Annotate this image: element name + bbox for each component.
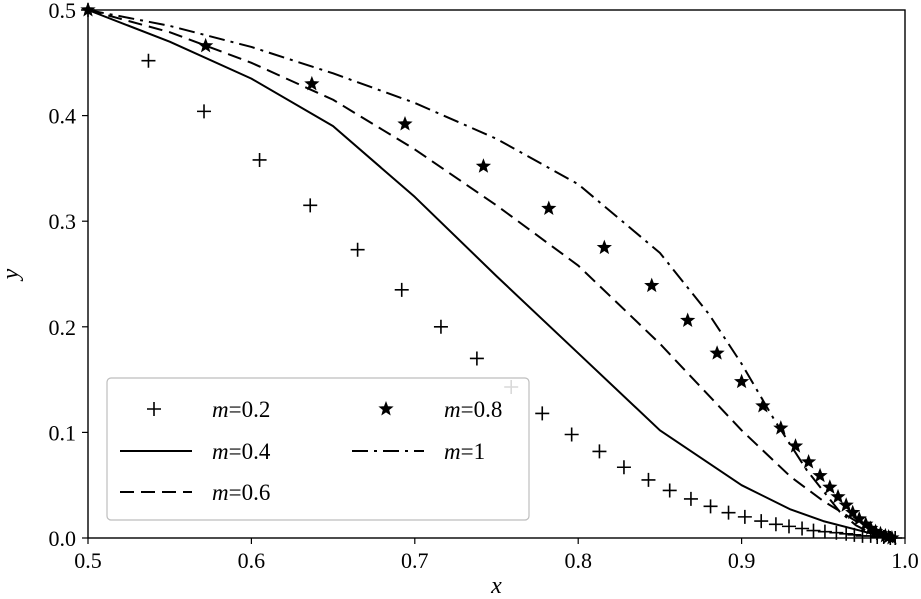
plus-marker [795, 521, 810, 536]
y-axis-label: y [0, 268, 24, 281]
plus-marker [141, 53, 156, 68]
star-marker [867, 523, 884, 539]
star-marker [787, 438, 804, 453]
star-marker [304, 75, 320, 91]
star-marker [845, 504, 861, 520]
plus-marker [394, 282, 409, 297]
plus-marker [433, 319, 448, 334]
star-marker [858, 516, 874, 531]
x-tick-label: 0.7 [401, 548, 429, 573]
star-marker [851, 510, 867, 526]
star-marker [830, 488, 846, 504]
legend-box [106, 377, 530, 521]
series-5 [87, 9, 897, 539]
x-tick-label: 1.0 [891, 548, 919, 573]
series-layer [80, 2, 903, 545]
star-marker [198, 37, 214, 53]
legend-label: m=1 [444, 439, 485, 464]
plus-marker [768, 517, 783, 532]
star-marker [800, 453, 817, 469]
plus-marker [817, 524, 832, 539]
plus-marker [303, 198, 318, 213]
plus-marker [683, 491, 698, 506]
plus-marker [721, 505, 736, 520]
legend-label: m=0.2 [212, 397, 270, 422]
plus-marker [806, 523, 821, 538]
star-marker [709, 345, 725, 360]
plus-marker [662, 483, 677, 498]
plus-marker [535, 406, 550, 421]
star-marker [773, 420, 789, 435]
star-marker [644, 277, 660, 293]
x-tick-label: 0.9 [728, 548, 756, 573]
ticks-layer: 0.5 0.6 0.7 0.8 0.9 1.0 0.0 0.1 0.2 0.3 0.4 0.5 [49, 0, 919, 573]
x-tick-label: 0.8 [564, 548, 592, 573]
y-tick-label: 0.1 [49, 420, 77, 445]
plus-marker [252, 152, 267, 167]
y-tick-label: 0.5 [49, 0, 77, 23]
legend-handle [147, 402, 161, 416]
y-tick-label: 0.0 [49, 526, 77, 551]
legend-label: m=0.6 [212, 480, 270, 505]
plus-marker [737, 509, 752, 524]
x-tick-label: 0.6 [238, 548, 266, 573]
plus-marker [781, 519, 796, 534]
plot-frame [87, 9, 906, 539]
legend-handle [378, 401, 394, 416]
plus-marker [592, 444, 607, 459]
series-1 [81, 3, 903, 545]
plus-marker [564, 427, 579, 442]
star-marker [863, 520, 879, 535]
star-marker [733, 373, 750, 389]
star-marker [822, 479, 838, 494]
y-tick-label: 0.4 [49, 104, 77, 129]
plus-marker [616, 460, 631, 475]
series-4 [80, 2, 900, 545]
star-marker [812, 467, 828, 483]
star-marker [872, 525, 889, 541]
star-marker [680, 312, 696, 327]
y-tick-label: 0.2 [49, 315, 77, 340]
star-marker [755, 398, 771, 413]
star-marker [475, 158, 492, 173]
plus-marker [197, 104, 212, 119]
plus-marker [754, 514, 769, 529]
star-marker [397, 116, 413, 131]
series-line [87, 9, 897, 539]
legend-label: m=0.4 [212, 439, 271, 464]
star-marker [80, 2, 96, 17]
plus-marker [469, 351, 484, 366]
y-tick-label: 0.3 [49, 209, 77, 234]
legend: m=0.2 m=0.4 m=0.6 m=0.8 m=1 [106, 377, 530, 521]
x-tick-label: 0.5 [74, 548, 102, 573]
star-marker [596, 239, 612, 255]
legend-label: m=0.8 [444, 397, 502, 422]
x-axis-label: x [490, 573, 502, 599]
plus-marker [703, 499, 718, 514]
plus-marker [641, 472, 656, 487]
star-marker [541, 200, 557, 215]
plus-marker [847, 527, 862, 542]
star-marker [838, 497, 854, 512]
plus-marker [350, 242, 365, 257]
